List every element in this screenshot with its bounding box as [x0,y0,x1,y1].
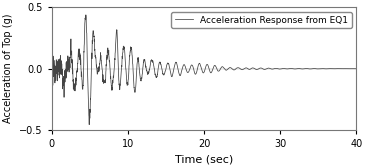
Acceleration Response from EQ1 [206,65,210,67]
Acceleration Response from EQ1 [292,68,297,70]
Acceleration Response from EQ1 [49,64,54,66]
Line: Acceleration Response from EQ1: Acceleration Response from EQ1 [52,15,356,125]
Y-axis label: Acceleration of Top (g): Acceleration of Top (g) [3,14,14,123]
X-axis label: Time (sec): Time (sec) [175,155,233,164]
Acceleration Response from EQ1 [277,68,281,70]
Acceleration Response from EQ1 [49,75,54,77]
Acceleration Response from EQ1 [87,124,92,126]
Acceleration Response from EQ1 [84,14,88,16]
Acceleration Response from EQ1 [354,68,359,70]
Legend: Acceleration Response from EQ1: Acceleration Response from EQ1 [171,12,352,28]
Acceleration Response from EQ1 [250,67,254,69]
Acceleration Response from EQ1 [151,60,155,62]
